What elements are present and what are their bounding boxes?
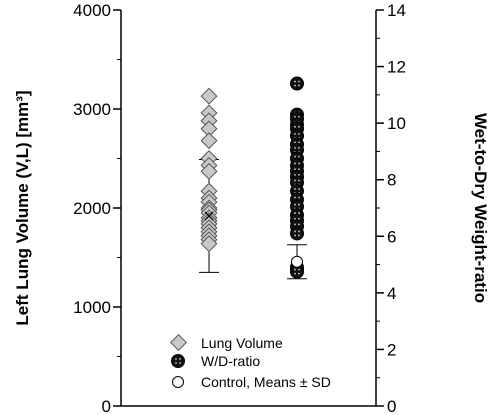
right-tick-label: 0 xyxy=(387,397,396,415)
lung-volume-point xyxy=(200,132,218,150)
legend-label-control: Control, Means ± SD xyxy=(201,374,331,390)
right-axis-ticks: 0 2 4 6 8 10 12 14 xyxy=(376,1,406,415)
right-tick-label: 12 xyxy=(387,58,406,77)
lung-volume-point xyxy=(200,120,218,138)
lung-volume-point xyxy=(200,162,218,180)
wd-ratio-point xyxy=(290,226,304,241)
legend-item-wd-ratio: W/D-ratio xyxy=(171,353,260,369)
legend: Lung Volume W/D-ratio Control, Means ± S… xyxy=(170,334,331,390)
left-tick-label: 1000 xyxy=(73,298,111,317)
left-tick-label: 3000 xyxy=(73,100,111,119)
control-mean-marker-lung xyxy=(204,211,214,221)
legend-dotted-circle-dots xyxy=(175,358,181,364)
left-tick-label: 2000 xyxy=(73,199,111,218)
control-mean-marker-wd xyxy=(291,255,303,268)
legend-label-wd-ratio: W/D-ratio xyxy=(201,353,260,369)
legend-item-control: Control, Means ± SD xyxy=(172,374,331,390)
right-tick-label: 10 xyxy=(387,114,406,133)
legend-item-lung-volume: Lung Volume xyxy=(170,334,283,351)
left-tick-label: 4000 xyxy=(73,1,111,20)
legend-diamond-icon xyxy=(170,334,187,351)
left-axis-title: Left Lung Volume (V,L) [mm³] xyxy=(13,90,32,325)
right-tick-label: 14 xyxy=(387,1,406,20)
series-wd-ratio xyxy=(290,76,304,279)
right-axis-title: Wet-to-Dry Weight-ratio xyxy=(471,113,490,303)
right-tick-label: 6 xyxy=(387,227,396,246)
wd-ratio-point xyxy=(290,76,304,91)
left-tick-label: 0 xyxy=(102,397,111,415)
series-lung-volume xyxy=(200,87,218,253)
left-axis-ticks: 0 1000 2000 3000 4000 xyxy=(73,1,121,415)
lung-volume-point xyxy=(200,235,218,253)
lung-volume-point xyxy=(200,87,218,105)
legend-open-circle-icon xyxy=(172,376,184,388)
legend-dotted-circle-icon xyxy=(171,354,185,368)
legend-label-lung-volume: Lung Volume xyxy=(201,335,283,351)
right-tick-label: 8 xyxy=(387,171,396,190)
right-tick-label: 4 xyxy=(387,284,396,303)
right-tick-label: 2 xyxy=(387,340,396,359)
